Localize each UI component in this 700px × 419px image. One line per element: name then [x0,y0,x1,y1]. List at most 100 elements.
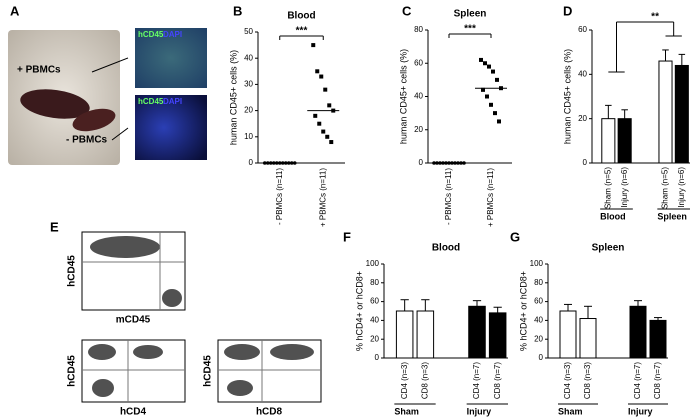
x-tick-label: Sham (n=5) [661,167,670,209]
panel-label: G [510,229,520,244]
flow-axis-label: hCD8 [256,407,283,418]
flow-axis-label: mCD45 [116,315,151,326]
bar [658,60,673,164]
data-point [483,61,487,66]
y-tick-label: 80 [534,278,543,287]
y-tick-label: 30 [244,80,253,89]
data-point [481,87,485,92]
y-axis-label: human CD45+ cells (%) [398,49,408,144]
micrograph [135,28,207,88]
x-tick-label: CD8 (n=7) [653,362,662,399]
y-tick-label: 80 [414,25,423,34]
x-tick-label: - PBMCs (n=11) [275,168,284,225]
y-tick-label: 20 [370,334,379,343]
data-point [487,64,491,69]
x-tick-label: + PBMCs (n=11) [318,168,327,227]
y-tick-label: 20 [578,114,587,123]
panel-label: D [563,3,572,18]
flow-axis-label: hCD45 [67,355,78,387]
photo-label: + PBMCs [17,65,61,76]
flow-axis-label: hCD45 [203,355,214,387]
bar [468,305,486,359]
stain-label: DAPI [163,97,182,106]
y-axis-label: human CD45+ cells (%) [228,50,238,145]
x-tick-label: CD4 (n=3) [563,362,572,399]
data-point [321,129,326,134]
data-point [327,103,332,108]
x-tick-label: CD4 (n=7) [633,362,642,399]
panel-label: F [343,229,351,244]
data-point [325,134,330,139]
data-point [485,94,489,99]
y-tick-label: 40 [244,53,253,62]
y-tick-label: 0 [375,353,380,362]
y-tick-label: 0 [249,158,254,167]
y-tick-label: 60 [534,297,543,306]
y-tick-label: 60 [370,297,379,306]
x-tick-label: Injury (n=6) [677,167,686,208]
bar [416,310,435,359]
bar [617,118,632,164]
group-label: Sham [558,406,583,416]
flow-plot [81,231,186,311]
data-point [315,69,320,74]
bar [649,319,667,359]
significance-label: *** [296,26,308,37]
y-tick-label: 60 [414,58,423,67]
significance-label: ** [651,12,659,23]
x-tick-label: CD4 (n=3) [400,362,409,399]
data-point [319,74,324,79]
flow-plot [81,339,186,403]
x-tick-label: CD8 (n=3) [420,362,429,399]
bar [579,318,597,359]
chart-title: Blood [432,243,460,254]
x-tick-label: - PBMCs (n=11) [444,168,453,225]
data-point [313,113,318,118]
y-tick-label: 20 [414,125,423,134]
panel-label: C [402,3,412,18]
y-tick-label: 10 [244,132,253,141]
data-point [489,102,493,107]
micrograph [135,95,207,160]
bar [559,310,577,359]
bar [674,64,689,164]
spleen-photo [72,108,116,132]
chart-title: Blood [287,11,315,22]
arrow [91,57,129,73]
bar [488,312,507,359]
data-point [311,43,316,48]
significance-label: *** [464,24,476,35]
arrow [111,127,129,141]
bar [601,118,616,164]
photo-label: - PBMCs [66,135,108,146]
data-point [495,77,499,82]
y-tick-label: 0 [419,158,424,167]
stain-label: DAPI [163,30,182,39]
group-label: Spleen [657,211,687,221]
group-label: Blood [600,211,626,221]
chart-title: Spleen [592,243,625,254]
bar [629,305,647,359]
y-axis-label: % hCD4+ or hCD8+ [518,271,528,351]
data-point [497,119,501,124]
stain-label: hCD45 [138,30,164,39]
y-tick-label: 0 [539,353,544,362]
y-tick-label: 0 [583,158,588,167]
y-tick-label: 100 [366,259,380,268]
data-point [323,87,328,92]
data-point [479,57,483,62]
spleen-photo [20,89,90,119]
y-tick-label: 20 [244,106,253,115]
chart-title: Spleen [454,9,487,20]
y-tick-label: 40 [578,69,587,78]
stain-label: hCD45 [138,97,164,106]
group-label: Injury [467,406,492,416]
x-tick-label: Sham (n=5) [603,167,612,209]
flow-axis-label: hCD45 [67,255,78,287]
data-point [493,111,497,116]
data-point [317,121,322,126]
panel-label: B [233,3,242,18]
data-point [491,69,495,74]
x-tick-label: CD8 (n=3) [583,362,592,399]
